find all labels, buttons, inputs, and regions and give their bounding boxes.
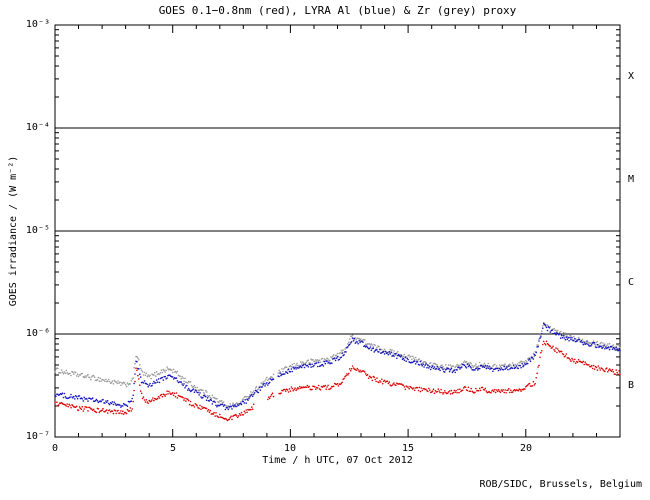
y-tick-label: 10⁻⁶ — [25, 328, 50, 339]
x-tick-label: 15 — [401, 443, 415, 454]
flare-class-label: C — [628, 277, 635, 288]
flare-class-label: X — [628, 71, 635, 82]
y-tick-label: 10⁻⁵ — [25, 225, 50, 236]
y-tick-label: 10⁻³ — [25, 19, 50, 30]
y-tick-label: 10⁻⁷ — [25, 431, 50, 442]
x-axis-label: Time / h UTC, 07 Oct 2012 — [262, 455, 413, 466]
x-tick-label: 20 — [519, 443, 533, 454]
credit-text: ROB/SIDC, Brussels, Belgium — [479, 479, 642, 490]
chart-title: GOES 0.1−0.8nm (red), LYRA Al (blue) & Z… — [158, 4, 517, 17]
y-tick-label: 10⁻⁴ — [25, 122, 50, 133]
x-tick-label: 0 — [51, 443, 59, 454]
flare-class-label: M — [628, 174, 635, 185]
flare-class-label: B — [628, 380, 635, 391]
x-tick-label: 5 — [169, 443, 177, 454]
x-tick-label: 10 — [283, 443, 297, 454]
